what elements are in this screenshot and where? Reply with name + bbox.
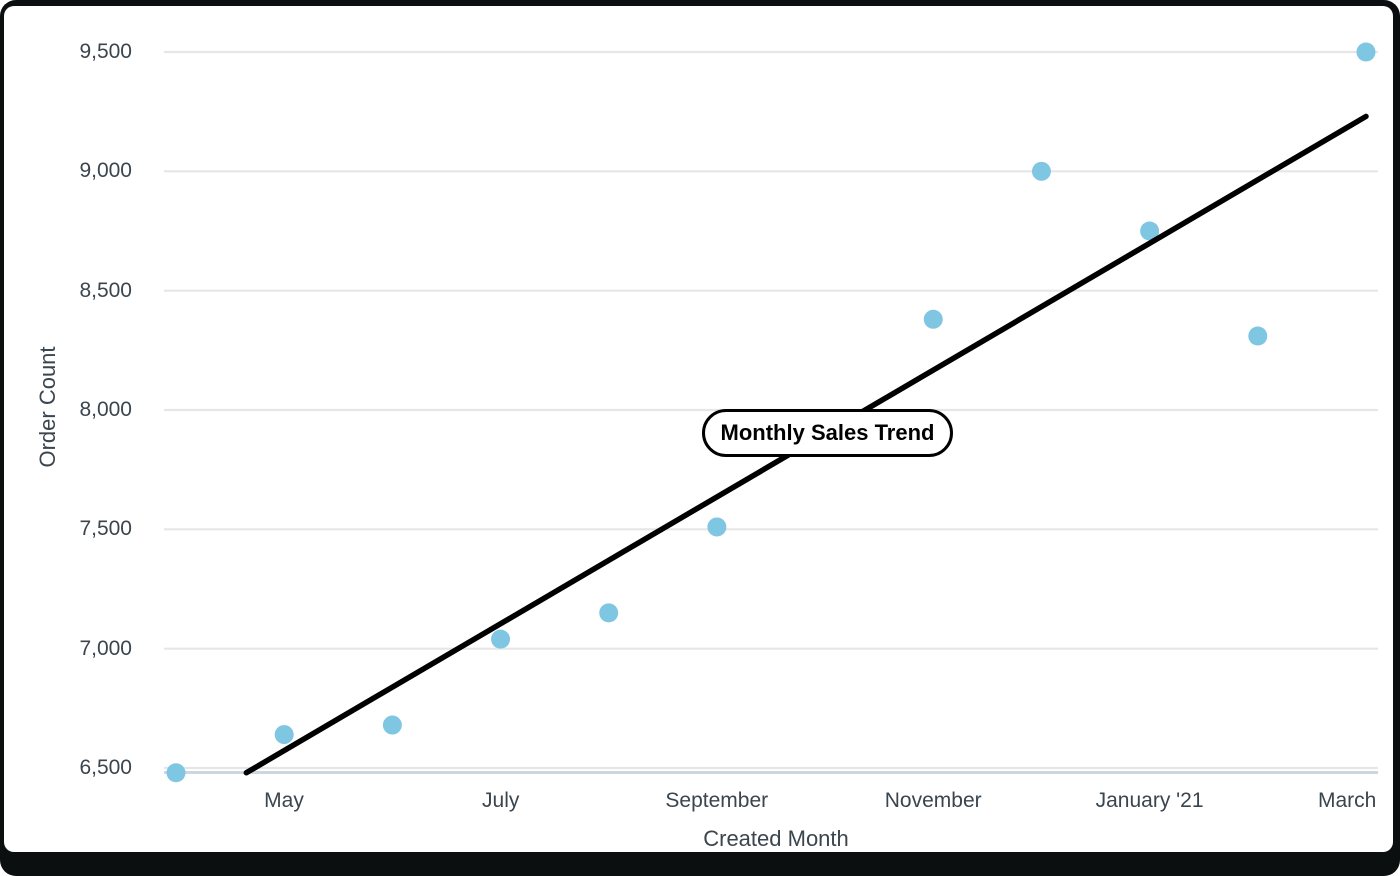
data-point[interactable] (1248, 326, 1268, 346)
x-axis-tick-label: May (264, 789, 304, 812)
data-point[interactable] (166, 763, 186, 783)
data-point[interactable] (923, 309, 943, 329)
chart-canvas (4, 6, 1393, 852)
x-axis-tick-label: November (884, 789, 982, 812)
y-axis-tick-label: 8,000 (79, 398, 132, 421)
chart-title-pill: Monthly Sales Trend (702, 409, 953, 457)
data-point[interactable] (491, 629, 511, 649)
data-point[interactable] (599, 603, 619, 623)
x-axis-tick-label: July (482, 789, 520, 812)
y-axis-tick-label: 7,000 (79, 636, 132, 660)
data-point[interactable] (1356, 42, 1376, 62)
y-axis-tick-label: 9,500 (79, 40, 132, 63)
y-axis-tick-label: 8,500 (79, 278, 132, 302)
data-point[interactable] (707, 517, 727, 537)
x-axis-tick-label: September (665, 789, 769, 812)
data-point[interactable] (1140, 221, 1160, 241)
y-axis-tick-label: 9,000 (79, 159, 132, 183)
y-axis-tick-label: 7,500 (79, 517, 132, 541)
y-axis-tick-label: 6,500 (79, 756, 132, 779)
x-axis-tick-label: March (1318, 789, 1377, 812)
data-point[interactable] (1031, 161, 1051, 181)
x-axis-title: Created Month (703, 826, 849, 851)
data-point[interactable] (274, 725, 294, 745)
data-point[interactable] (382, 715, 402, 735)
x-axis-tick-label: January '21 (1095, 789, 1204, 812)
